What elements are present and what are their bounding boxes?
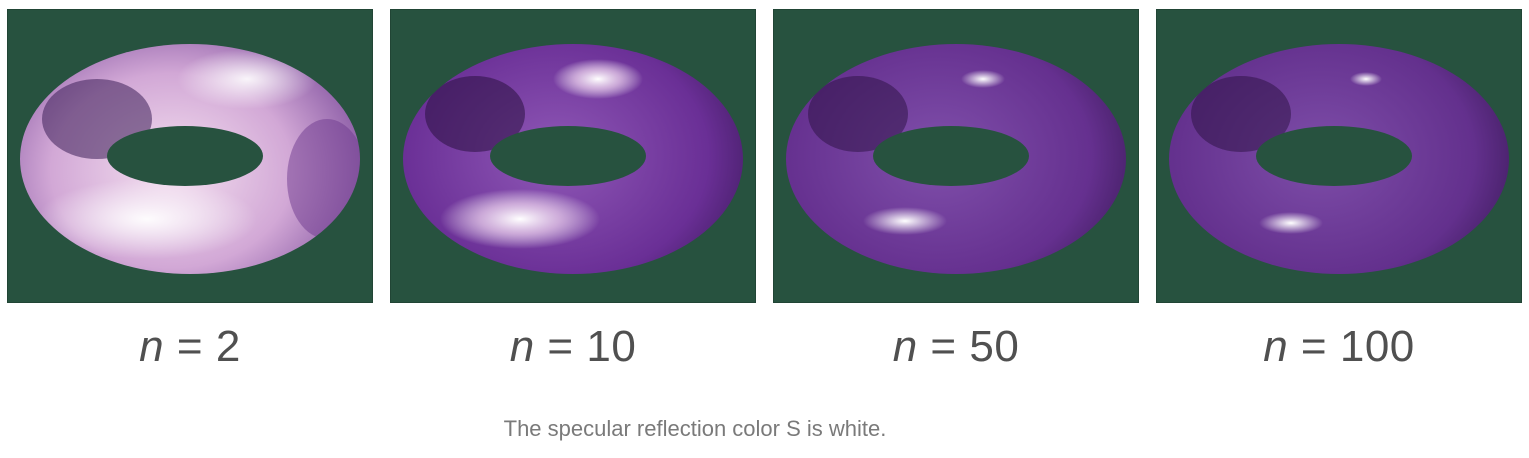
torus-image-n2 bbox=[7, 9, 373, 303]
torus-image-n100 bbox=[1156, 9, 1522, 303]
torus-panel-n50 bbox=[773, 9, 1139, 303]
label-n50: n = 50 bbox=[773, 322, 1139, 372]
label-variable: n bbox=[1263, 322, 1289, 371]
torus-image-n10 bbox=[390, 9, 756, 303]
label-n100: n = 100 bbox=[1156, 322, 1522, 372]
label-operator: = bbox=[547, 322, 574, 371]
label-operator: = bbox=[930, 322, 957, 371]
torus-panel-n10 bbox=[390, 9, 756, 303]
caption: The specular reflection color S is white… bbox=[503, 416, 887, 441]
label-value: 2 bbox=[215, 322, 241, 371]
torus-panel-n2 bbox=[7, 9, 373, 303]
label-value: 100 bbox=[1339, 322, 1415, 371]
label-variable: n bbox=[139, 322, 165, 371]
label-variable: n bbox=[892, 322, 918, 371]
label-value: 50 bbox=[969, 322, 1020, 371]
label-n10: n = 10 bbox=[390, 322, 756, 372]
label-n2: n = 2 bbox=[7, 322, 373, 372]
torus-image-n50 bbox=[773, 9, 1139, 303]
label-value: 10 bbox=[586, 322, 637, 371]
label-variable: n bbox=[509, 322, 535, 371]
torus-panel-n100 bbox=[1156, 9, 1522, 303]
label-operator: = bbox=[176, 322, 204, 371]
label-operator: = bbox=[1300, 322, 1328, 371]
